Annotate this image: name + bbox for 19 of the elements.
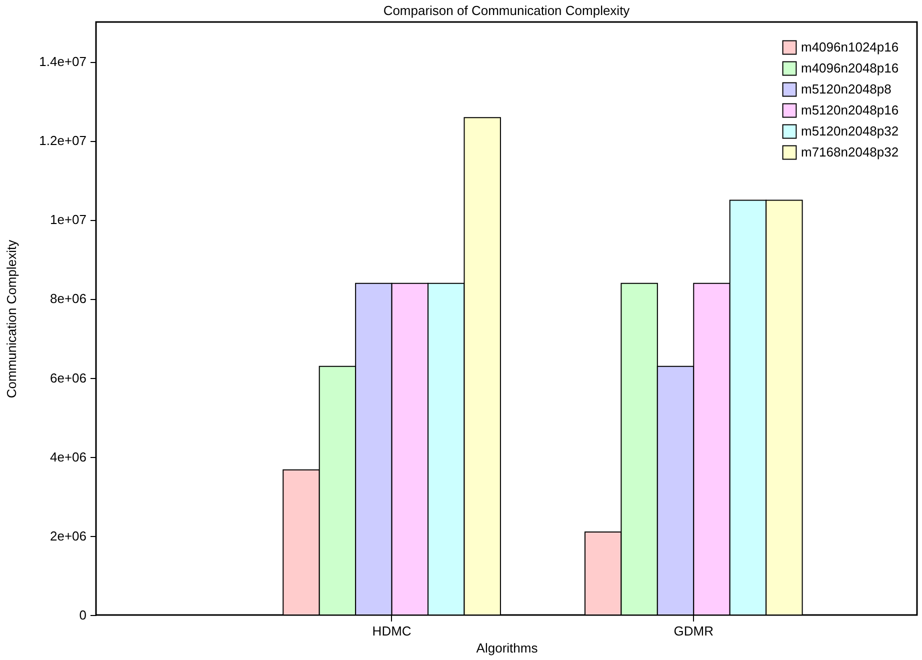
legend-label: m4096n1024p16	[801, 40, 899, 54]
legend-label: m7168n2048p32	[801, 144, 899, 160]
legend-label: m4096n2048p16	[801, 60, 899, 76]
y-tick-label: 1.2e+07	[39, 133, 86, 148]
y-tick-label: 8e+06	[50, 291, 86, 306]
legend-label: m5120n2048p32	[801, 124, 899, 138]
x-axis-title: Algorithms	[476, 640, 538, 656]
x-tick-label: HDMC	[372, 624, 412, 638]
legend-label: m5120n2048p8	[801, 82, 892, 96]
chart-title: Comparison of Communication Complexity	[383, 3, 630, 18]
y-tick-label: 2e+06	[50, 528, 86, 544]
y-tick-label: 4e+06	[50, 449, 86, 464]
y-tick-label: 6e+06	[50, 370, 86, 386]
y-tick-label: 1.4e+07	[39, 54, 86, 70]
x-tick-label: GDMR	[674, 624, 714, 638]
y-tick-label: 1e+07	[50, 212, 86, 228]
y-axis-title: Communication Complexity	[4, 239, 20, 398]
legend-label: m5120n2048p16	[801, 102, 899, 118]
y-tick-label: 0	[79, 608, 86, 622]
